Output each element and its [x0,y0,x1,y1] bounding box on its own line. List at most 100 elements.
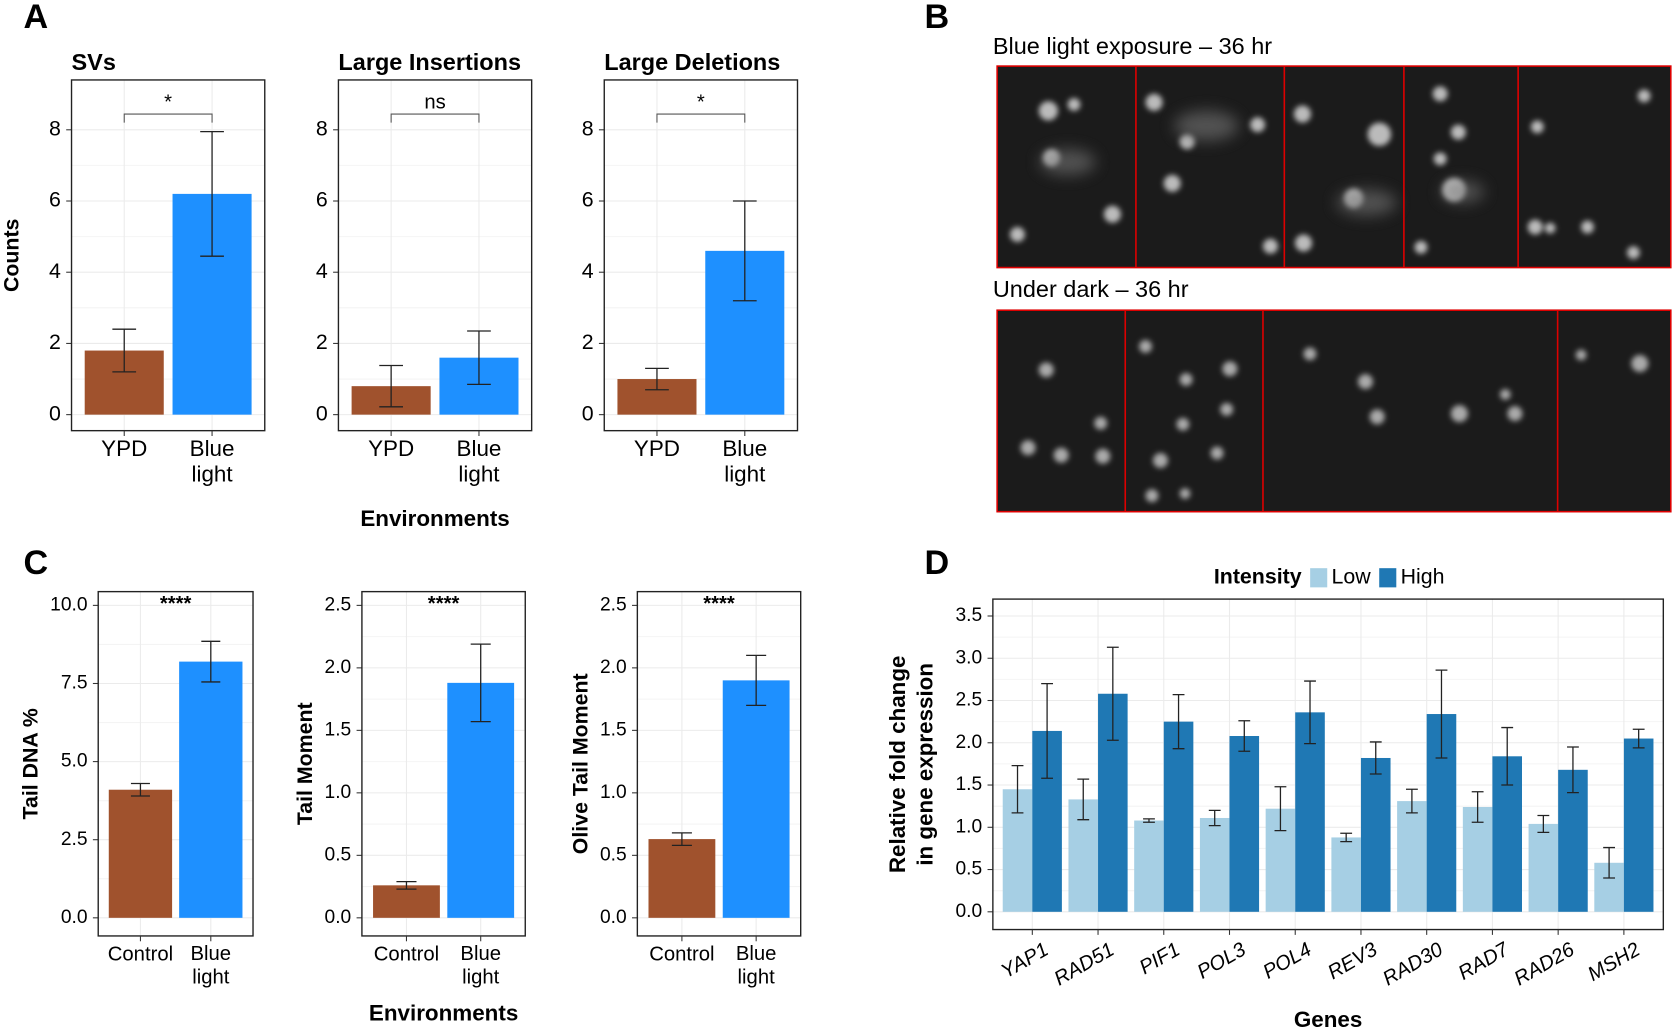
y-tick-label: 6 [316,188,328,212]
error-bar [732,200,757,302]
y-tick-label: 0 [316,401,328,425]
panel-label: D [925,544,950,582]
bar [648,839,716,918]
plot-frame [992,598,1665,931]
y-tick-label: 8 [582,116,594,140]
error-bar [1567,746,1579,794]
x-tick-label: Blue light [190,436,235,487]
error-bar [1274,786,1287,832]
x-tick-label: YPD [368,436,414,461]
bar [1331,837,1361,912]
error-bar [1143,818,1155,823]
y-axis-label: Olive Tail Moment [568,673,592,854]
significance-bracket [390,113,480,123]
y-tick-label: 0.5 [325,844,352,865]
bar [1623,738,1654,912]
bar [1163,721,1194,912]
y-tick-label: 6 [49,188,61,212]
x-tick-label: MSH2 [1584,939,1644,986]
plot-frame [337,79,533,432]
error-bar [1041,682,1054,779]
x-tick-label: PIF1 [1136,939,1184,979]
bar [1295,712,1325,912]
plot-frame [97,590,254,937]
x-tick-label: POL3 [1194,938,1251,983]
x-tick-label: RAD30 [1379,938,1447,990]
y-tick-label: 2.5 [325,594,352,615]
y-tick-label: 2.5 [955,690,982,711]
y-tick-label: 0.0 [325,907,352,928]
error-bar [1537,814,1550,833]
error-bar [130,782,150,797]
chart: 0 2 4 6 8 YPD Blue light Large Deletions * [582,49,799,487]
error-bar [1238,720,1251,752]
panel-label: A [23,0,48,36]
error-bar [1632,728,1645,749]
y-tick-label: 1.0 [325,782,352,803]
x-tick-label: Blue light [736,944,777,989]
error-bar [1501,726,1514,786]
error-bar [112,328,137,373]
x-tick-label: Blue light [722,436,767,487]
y-tick-label: 2 [49,330,61,354]
bar [1134,820,1164,912]
significance-label: * [697,92,705,114]
y-tick-label: 6 [582,188,594,212]
legend: Intensity Low High [1214,564,1445,588]
plot-frame [603,79,799,432]
y-tick-label: 3.5 [955,605,982,626]
chart: 0.0 2.5 5.0 7.5 10.0 Control Blue light **** Tail… [19,590,254,989]
micrograph [997,66,1671,268]
legend-title: Intensity [1214,564,1302,588]
y-tick-label: 0.0 [600,907,627,928]
error-bar [1208,809,1221,827]
x-tick-label: Blue light [460,944,501,989]
chart-title: SVs [72,49,116,75]
error-bar [1435,669,1448,759]
y-tick-label: 8 [316,116,328,140]
y-tick-label: 4 [49,259,61,283]
y-axis-label: Counts [0,219,23,292]
error-bar [1011,764,1024,814]
error-bar [645,367,669,391]
chart: 0 2 4 6 8 YPD Blue light SVs * Counts [0,49,266,487]
error-bar [671,832,692,846]
y-tick-label: 4 [582,259,594,283]
y-tick-label: 1.0 [955,816,982,837]
significance-bracket [123,113,213,123]
legend-swatch [1379,568,1397,588]
error-bar [1077,778,1090,821]
bar [1397,801,1427,912]
x-tick-label: RAD51 [1051,939,1119,991]
error-bar [1471,791,1484,823]
y-tick-label: 1.5 [955,774,982,795]
error-bar [467,330,491,386]
y-tick-label: 0.0 [955,901,982,922]
bar [373,885,440,918]
y-tick-label: 1.5 [600,719,627,740]
image-caption: Under dark – 36 hr [993,276,1189,302]
significance-label: **** [428,593,460,615]
y-tick-label: 1.0 [600,782,627,803]
y-tick-label: 2.5 [61,829,88,850]
x-tick-label: REV3 [1324,938,1381,984]
image-caption: Blue light exposure – 36 hr [993,33,1272,59]
panel-label: C [23,544,48,582]
chart: 0.0 0.5 1.0 1.5 2.0 2.5 Control Blue light **** Ta… [293,590,526,1026]
significance-label: ns [424,92,445,114]
legend-swatch [1310,568,1328,588]
x-tick-label: Blue light [457,436,502,487]
y-axis-label: Tail DNA % [19,708,43,819]
bar [179,661,243,918]
bar [1462,807,1493,912]
plot-frame [361,590,526,937]
y-tick-label: 0 [49,401,61,425]
error-bar [201,640,221,683]
y-tick-label: 0 [582,401,594,425]
frame-dividers [996,65,1672,269]
error-bar [379,364,403,408]
plot-frame [70,79,266,432]
significance-bracket [656,113,746,123]
x-tick-label: YAP1 [998,939,1053,983]
